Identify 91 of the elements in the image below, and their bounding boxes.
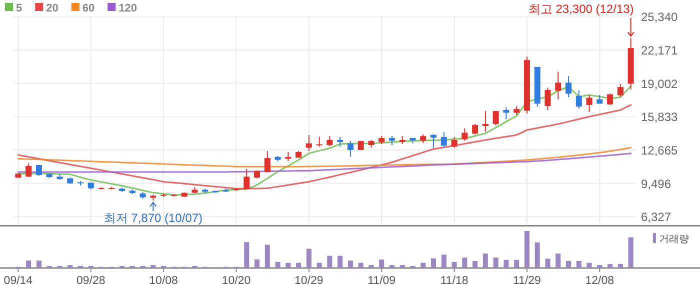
bar: [379, 259, 384, 268]
bar: [254, 259, 260, 268]
bar: [286, 262, 291, 268]
y-tick-label: 22,171: [641, 44, 678, 58]
bar: [150, 265, 156, 268]
y-tick-label: 9,496: [641, 176, 672, 191]
bar: [514, 260, 520, 268]
bar: [628, 237, 634, 268]
bar: [618, 264, 623, 268]
bar: [472, 260, 478, 268]
y-tick-label: 19,002: [641, 76, 678, 91]
x-tick-label: 09/28: [76, 275, 106, 287]
bar: [597, 265, 602, 268]
bar: [296, 262, 302, 268]
bar: [608, 264, 613, 268]
candlestick: [482, 110, 488, 132]
x-tick-label: 10/08: [149, 275, 178, 287]
y-tick-label: 15,833: [641, 110, 678, 124]
candlestick: [503, 106, 510, 120]
bar: [462, 258, 468, 268]
legend-label: 거래량: [659, 234, 689, 245]
y-tick-label: 6,327: [641, 210, 672, 224]
bar: [431, 258, 436, 268]
bar: [306, 248, 312, 268]
candlestick: [264, 150, 270, 173]
candlestick: [36, 164, 42, 176]
x-tick-label: 11/29: [513, 275, 541, 287]
y-tick-label: 12,665: [641, 144, 678, 158]
candlestick: [440, 131, 447, 148]
x-tick-label: 09/14: [4, 275, 34, 287]
bar: [275, 262, 280, 268]
bar: [441, 254, 446, 268]
candlestick: [388, 135, 395, 146]
bar: [576, 260, 582, 268]
candlestick: [337, 136, 344, 148]
bar: [26, 260, 32, 268]
bar: [244, 242, 250, 268]
candlestick: [576, 90, 582, 110]
line-series: [17, 104, 632, 190]
annotation: 최저 7,870 (10/07): [104, 211, 203, 225]
bar: [524, 231, 530, 268]
bar: [348, 260, 353, 268]
bar: [389, 265, 394, 268]
legend-label: 20: [46, 2, 58, 14]
y-tick-label: 25,340: [641, 10, 678, 24]
candlestick: [244, 168, 250, 190]
bar: [400, 265, 405, 268]
legend-label: 120: [118, 2, 137, 14]
x-tick-label: 11/09: [368, 275, 396, 287]
candlestick: [451, 136, 458, 148]
x-tick-label: 11/18: [440, 275, 468, 287]
candlestick: [617, 84, 624, 98]
bar: [327, 256, 332, 268]
candlestick: [607, 92, 614, 106]
candlestick: [566, 76, 572, 98]
candlestick: [544, 87, 551, 110]
bar: [556, 254, 561, 268]
bar: [264, 244, 270, 268]
candlestick: [586, 94, 592, 112]
bar: [452, 262, 457, 268]
bar: [534, 242, 540, 268]
candlestick: [316, 136, 322, 148]
bar: [493, 258, 498, 268]
candlestick: [306, 134, 312, 152]
candlestick: [462, 128, 468, 142]
x-tick-label: 10/20: [222, 275, 251, 287]
bar: [68, 265, 73, 268]
text: 최고 23,300 (12/13): [528, 2, 634, 16]
candlestick: [26, 162, 32, 178]
bar: [586, 262, 592, 268]
candlestick: [472, 123, 478, 135]
candlestick: [326, 135, 333, 146]
bar: [358, 262, 364, 268]
legend-label: 5: [16, 2, 22, 14]
bar: [482, 254, 488, 268]
bar: [36, 260, 42, 268]
x-tick-label: 12/08: [585, 275, 614, 287]
candlestick: [514, 106, 520, 116]
legend-label: 60: [82, 2, 95, 14]
bar: [545, 258, 550, 268]
x-tick-label: 10/29: [294, 275, 324, 287]
candlestick: [492, 110, 499, 126]
bar: [566, 260, 572, 268]
candlestick: [347, 140, 354, 158]
candlestick: [555, 71, 562, 100]
bar: [338, 256, 343, 268]
bar: [316, 262, 322, 268]
bar: [368, 265, 374, 268]
bar: [420, 262, 426, 268]
candlestick: [285, 151, 292, 162]
bar: [504, 260, 509, 268]
